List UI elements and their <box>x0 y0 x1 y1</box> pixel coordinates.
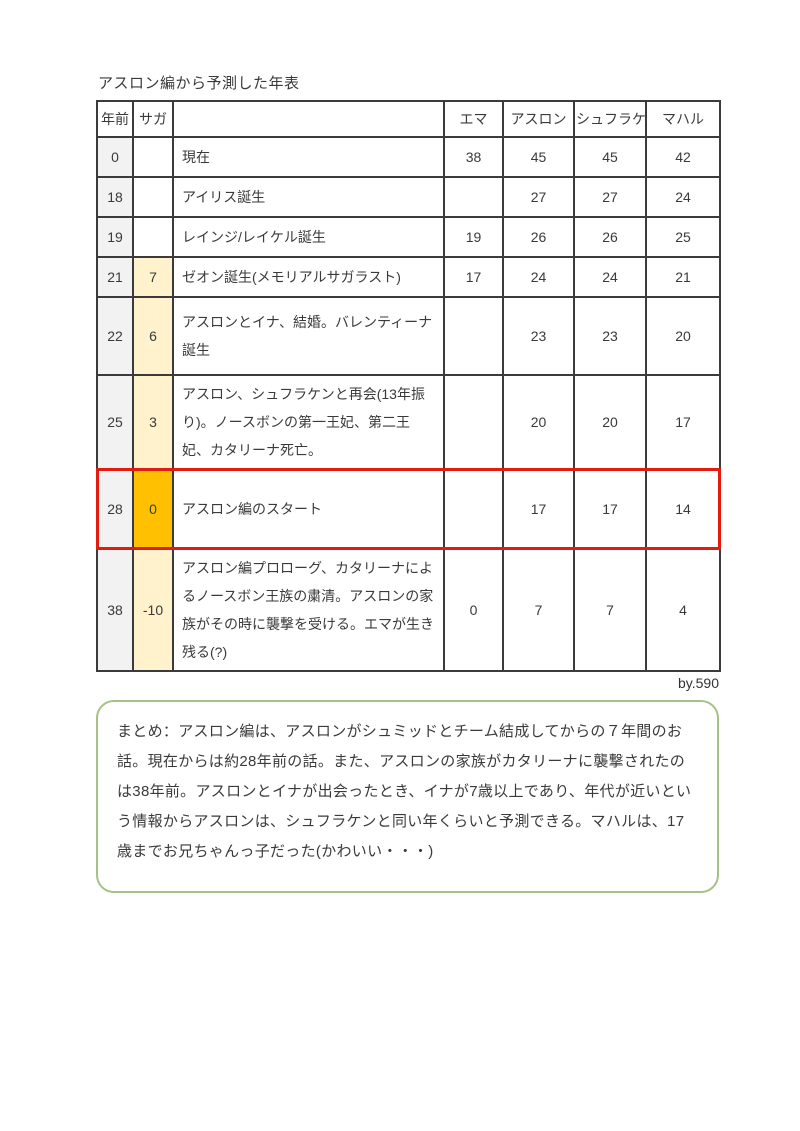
ema-age-cell <box>443 468 504 550</box>
summary-text: まとめ：アスロン編は、アスロンがシュミッドとチーム結成してからの７年間のお話。現… <box>117 723 692 860</box>
ema-age-cell <box>443 296 504 376</box>
athlon-age-cell: 26 <box>502 216 575 258</box>
event-cell: アスロン編プロローグ、カタリーナによるノースボン王族の粛清。アスロンの家族がその… <box>172 548 445 672</box>
summary-box: まとめ：アスロン編は、アスロンがシュミッドとチーム結成してからの７年間のお話。現… <box>96 700 719 893</box>
ema-age-cell <box>443 374 504 470</box>
years-ago-cell: 21 <box>96 256 134 298</box>
athlon-age-cell: 20 <box>502 374 575 470</box>
ema-age-cell: 19 <box>443 216 504 258</box>
mahal-age-cell: 4 <box>645 548 721 672</box>
years-ago-cell: 38 <box>96 548 134 672</box>
header-athlon: アスロン <box>502 100 575 138</box>
athlon-age-cell: 7 <box>502 548 575 672</box>
ema-age-cell: 0 <box>443 548 504 672</box>
mahal-age-cell: 20 <box>645 296 721 376</box>
mahal-age-cell: 14 <box>645 468 721 550</box>
years-ago-cell: 18 <box>96 176 134 218</box>
schfraken-age-cell: 27 <box>573 176 647 218</box>
athlon-age-cell: 17 <box>502 468 575 550</box>
mahal-age-cell: 25 <box>645 216 721 258</box>
table-row: 38 -10 アスロン編プロローグ、カタリーナによるノースボン王族の粛清。アスロ… <box>96 548 721 672</box>
saga-cell: 6 <box>132 296 174 376</box>
athlon-age-cell: 24 <box>502 256 575 298</box>
schfraken-age-cell: 26 <box>573 216 647 258</box>
event-cell: レインジ/レイケル誕生 <box>172 216 445 258</box>
header-ema: エマ <box>443 100 504 138</box>
schfraken-age-cell: 17 <box>573 468 647 550</box>
table-row: 18 アイリス誕生 27 27 24 <box>96 176 721 218</box>
credit-text: by.590 <box>678 675 719 691</box>
table-row: 21 7 ゼオン誕生(メモリアルサガラスト) 17 24 24 21 <box>96 256 721 298</box>
years-ago-cell: 25 <box>96 374 134 470</box>
saga-cell <box>132 176 174 218</box>
event-cell: アスロンとイナ、結婚。バレンティーナ誕生 <box>172 296 445 376</box>
saga-cell: 3 <box>132 374 174 470</box>
header-years-ago: 年前 <box>96 100 134 138</box>
event-cell: アイリス誕生 <box>172 176 445 218</box>
saga-cell: 7 <box>132 256 174 298</box>
schfraken-age-cell: 7 <box>573 548 647 672</box>
ema-age-cell: 17 <box>443 256 504 298</box>
mahal-age-cell: 42 <box>645 136 721 178</box>
years-ago-cell: 0 <box>96 136 134 178</box>
athlon-age-cell: 45 <box>502 136 575 178</box>
schfraken-age-cell: 20 <box>573 374 647 470</box>
saga-cell <box>132 136 174 178</box>
document-content: アスロン編から予測した年表 年前 サガ エマ アスロン シュフラケン マハル <box>96 72 721 893</box>
event-cell: アスロン編のスタート <box>172 468 445 550</box>
header-schfraken: シュフラケン <box>573 100 647 138</box>
table-row: 0 現在 38 45 45 42 <box>96 136 721 178</box>
schfraken-age-cell: 23 <box>573 296 647 376</box>
table-row-highlighted: 28 0 アスロン編のスタート 17 17 14 <box>96 468 721 550</box>
event-cell: 現在 <box>172 136 445 178</box>
saga-cell <box>132 216 174 258</box>
mahal-age-cell: 17 <box>645 374 721 470</box>
mahal-age-cell: 21 <box>645 256 721 298</box>
timeline-table: 年前 サガ エマ アスロン シュフラケン マハル 0 現在 38 45 45 <box>96 100 721 672</box>
saga-cell: -10 <box>132 548 174 672</box>
ema-age-cell <box>443 176 504 218</box>
years-ago-cell: 28 <box>96 468 134 550</box>
ema-age-cell: 38 <box>443 136 504 178</box>
saga-cell: 0 <box>132 468 174 550</box>
table-header-row: 年前 サガ エマ アスロン シュフラケン マハル <box>96 100 721 138</box>
header-saga: サガ <box>132 100 174 138</box>
header-event <box>172 100 445 138</box>
table-row: 25 3 アスロン、シュフラケンと再会(13年振り)。ノースボンの第一王妃、第二… <box>96 374 721 470</box>
years-ago-cell: 22 <box>96 296 134 376</box>
table-row: 22 6 アスロンとイナ、結婚。バレンティーナ誕生 23 23 20 <box>96 296 721 376</box>
mahal-age-cell: 24 <box>645 176 721 218</box>
athlon-age-cell: 23 <box>502 296 575 376</box>
page-title: アスロン編から予測した年表 <box>98 75 300 92</box>
years-ago-cell: 19 <box>96 216 134 258</box>
header-mahal: マハル <box>645 100 721 138</box>
schfraken-age-cell: 24 <box>573 256 647 298</box>
athlon-age-cell: 27 <box>502 176 575 218</box>
table-row: 19 レインジ/レイケル誕生 19 26 26 25 <box>96 216 721 258</box>
schfraken-age-cell: 45 <box>573 136 647 178</box>
event-cell: アスロン、シュフラケンと再会(13年振り)。ノースボンの第一王妃、第二王妃、カタ… <box>172 374 445 470</box>
event-cell: ゼオン誕生(メモリアルサガラスト) <box>172 256 445 298</box>
